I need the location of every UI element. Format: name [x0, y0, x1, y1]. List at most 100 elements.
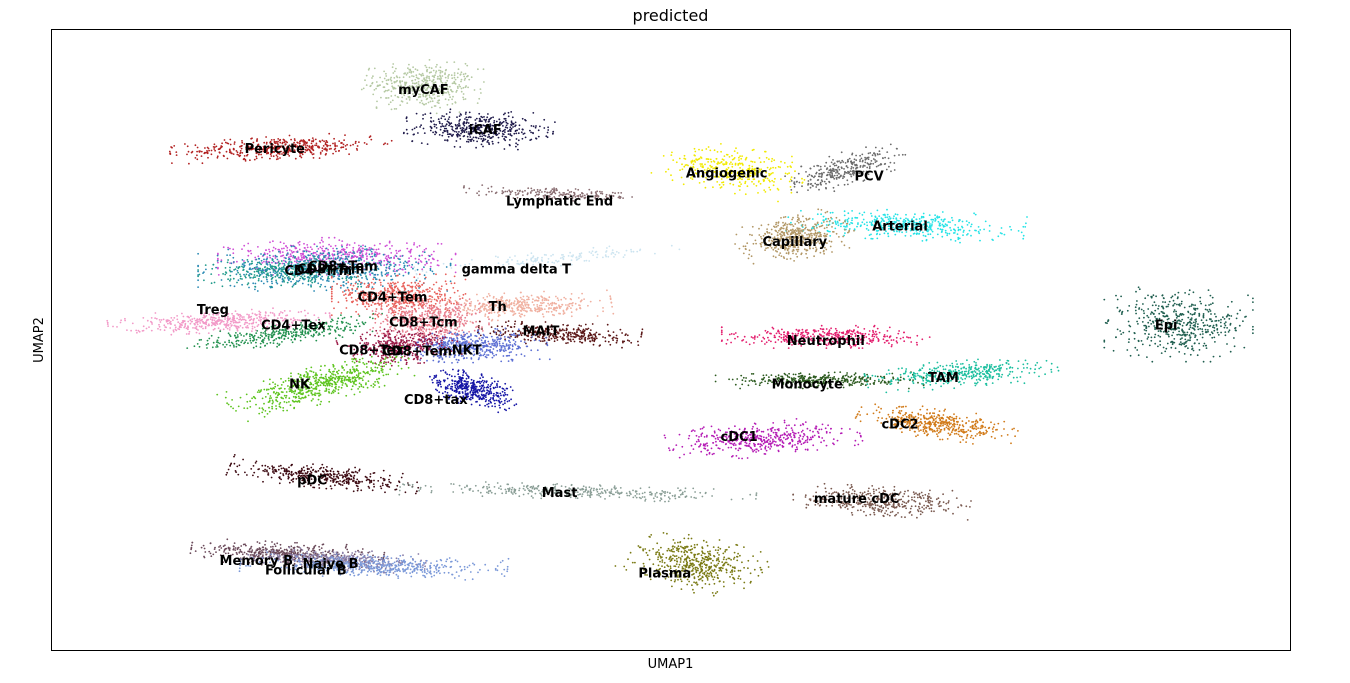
data-point — [278, 268, 280, 270]
data-point — [393, 108, 396, 110]
data-point — [352, 249, 354, 252]
data-point — [855, 154, 857, 157]
data-point — [415, 273, 418, 275]
data-point — [632, 250, 635, 253]
data-point — [235, 266, 238, 268]
data-point — [419, 126, 421, 128]
data-point — [766, 231, 769, 233]
data-point — [246, 270, 249, 273]
data-point — [870, 160, 873, 162]
data-point — [863, 164, 865, 167]
data-point — [507, 111, 510, 114]
data-point — [475, 117, 478, 120]
data-point — [248, 268, 251, 271]
data-point — [701, 163, 703, 165]
data-point — [320, 239, 323, 242]
data-point — [331, 285, 334, 288]
data-point — [387, 97, 390, 99]
data-point — [512, 126, 514, 128]
data-point — [550, 255, 552, 257]
data-point — [843, 176, 846, 178]
data-point — [704, 186, 707, 189]
data-point — [467, 141, 470, 143]
data-point — [796, 191, 798, 194]
data-point — [284, 260, 287, 263]
data-point — [813, 226, 816, 228]
data-point — [456, 72, 459, 75]
data-point — [473, 130, 476, 132]
data-point — [734, 192, 736, 195]
data-point — [766, 228, 768, 231]
data-point — [959, 228, 962, 231]
data-point — [791, 218, 793, 221]
data-point — [704, 163, 706, 166]
data-point — [818, 188, 820, 191]
data-point — [184, 143, 186, 145]
data-point — [418, 89, 421, 92]
data-point — [405, 261, 408, 264]
data-point — [447, 88, 449, 91]
data-point — [802, 220, 805, 223]
data-point — [428, 75, 430, 78]
data-point — [843, 220, 846, 223]
data-point — [297, 242, 300, 244]
data-point — [780, 178, 782, 181]
data-point — [961, 225, 963, 228]
data-point — [454, 271, 457, 274]
data-point — [459, 146, 462, 148]
data-point — [265, 273, 268, 276]
data-point — [779, 228, 781, 230]
data-point — [829, 172, 831, 174]
data-point — [570, 259, 573, 262]
data-point — [436, 259, 439, 262]
data-point — [809, 183, 812, 186]
data-point — [429, 267, 432, 270]
data-point — [402, 284, 405, 287]
data-point — [428, 255, 431, 258]
data-point — [323, 140, 325, 143]
data-point — [461, 297, 464, 299]
data-point — [786, 223, 789, 226]
data-point — [856, 166, 859, 169]
data-point — [321, 247, 323, 250]
data-point — [515, 145, 517, 148]
data-point — [831, 172, 833, 174]
data-point — [445, 266, 448, 268]
data-point — [392, 281, 394, 284]
data-point — [722, 183, 725, 186]
data-point — [463, 124, 466, 127]
data-point — [610, 253, 613, 255]
data-point — [365, 277, 368, 279]
data-point — [344, 145, 347, 147]
data-point — [878, 215, 881, 218]
data-point — [385, 75, 388, 77]
data-point — [229, 266, 231, 269]
data-point — [247, 260, 250, 263]
data-point — [872, 162, 875, 165]
data-point — [470, 140, 472, 143]
data-point — [482, 124, 485, 127]
data-point — [814, 175, 816, 178]
data-point — [665, 170, 667, 173]
data-point — [420, 73, 422, 76]
data-point — [498, 132, 500, 135]
data-point — [443, 86, 445, 89]
data-point — [775, 221, 778, 224]
data-point — [460, 78, 463, 81]
data-point — [502, 187, 505, 189]
data-point — [261, 268, 264, 271]
data-point — [793, 230, 796, 232]
data-point — [455, 127, 457, 130]
data-point — [826, 210, 829, 213]
data-point — [413, 82, 416, 85]
data-point — [319, 140, 322, 143]
data-point — [319, 285, 322, 288]
data-point — [698, 157, 701, 160]
data-point — [439, 75, 442, 78]
data-point — [835, 178, 838, 180]
data-point — [851, 222, 854, 225]
data-point — [838, 168, 841, 171]
data-point — [828, 240, 831, 243]
data-point — [938, 222, 941, 225]
data-point — [435, 273, 437, 276]
